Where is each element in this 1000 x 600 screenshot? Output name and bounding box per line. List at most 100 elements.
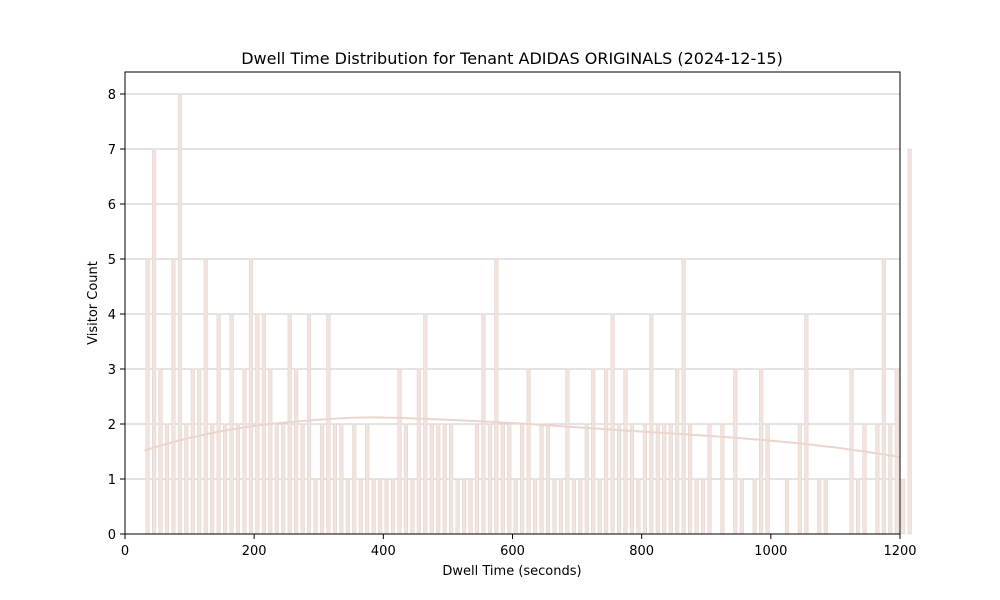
histogram-bar (720, 423, 725, 535)
histogram-bar (513, 478, 518, 535)
histogram-bar (784, 478, 790, 535)
histogram-bar (849, 368, 854, 535)
histogram-bar (894, 368, 899, 535)
histogram-bar (352, 423, 357, 535)
histogram-bar (642, 423, 647, 535)
histogram-bar (229, 313, 234, 535)
histogram-bar (907, 148, 912, 535)
histogram-bar (365, 423, 370, 535)
y-tick-label: 4 (108, 308, 116, 323)
histogram-bar (248, 258, 254, 535)
histogram-bar (164, 423, 170, 535)
histogram-bar (151, 148, 157, 535)
histogram-bar (436, 423, 441, 535)
y-tick-label: 5 (108, 253, 116, 268)
histogram-bar (507, 423, 512, 535)
y-axis-ticks: 0 1 2 3 4 5 6 7 8 (108, 88, 125, 543)
x-tick-label: 1000 (754, 544, 787, 559)
histogram-bar (210, 423, 215, 535)
histogram-bar (675, 368, 680, 535)
histogram-bar (442, 423, 447, 535)
histogram-bar (326, 313, 331, 535)
y-tick-label: 0 (108, 528, 116, 543)
histogram-bar (455, 478, 460, 535)
histogram-bar (319, 423, 325, 535)
histogram-bar (804, 313, 809, 535)
histogram-bar (416, 368, 421, 535)
histogram-bar (429, 423, 434, 535)
histogram-bar (294, 368, 299, 535)
histogram-bar (171, 258, 176, 535)
histogram-bar (688, 423, 693, 535)
histogram-bar (545, 423, 551, 535)
histogram-bar (190, 368, 195, 535)
histogram-bar (313, 478, 318, 535)
histogram-bar (759, 368, 764, 535)
histogram-bar (449, 423, 454, 535)
histogram-bar (552, 478, 557, 535)
histogram-bar (591, 368, 596, 535)
histogram-bar (823, 478, 828, 535)
histogram-bar (636, 478, 641, 535)
x-tick-label: 200 (242, 544, 267, 559)
histogram-bar (584, 423, 589, 535)
histogram-bar (539, 423, 544, 535)
histogram-bar (526, 368, 531, 535)
y-tick-label: 2 (108, 418, 116, 433)
histogram-bar (739, 478, 744, 535)
histogram-bar (390, 478, 396, 535)
histogram-bar (707, 423, 712, 535)
histogram-bar (332, 423, 337, 535)
y-tick-label: 6 (108, 198, 116, 213)
histogram-bar (468, 478, 473, 535)
histogram-bar (649, 313, 654, 535)
histogram-bar (855, 478, 861, 535)
histogram-bar (255, 313, 260, 535)
histogram-bar (423, 313, 428, 535)
histogram-bar (875, 423, 880, 535)
histogram-bar (752, 478, 757, 535)
x-tick-label: 1200 (883, 544, 916, 559)
histogram-bar (184, 423, 189, 535)
chart-title: Dwell Time Distribution for Tenant ADIDA… (241, 49, 783, 68)
histogram-bar (610, 313, 615, 535)
y-axis-label: Visitor Count (86, 261, 101, 345)
histogram-bar (242, 368, 247, 535)
histogram-bar (578, 478, 583, 535)
histogram-bar (358, 478, 363, 535)
histogram-bar (558, 478, 564, 535)
histogram-bar (300, 423, 305, 535)
histogram-bar (397, 368, 402, 535)
x-axis-ticks: 0 200 400 600 800 1000 1200 (121, 534, 917, 559)
histogram-bar (378, 478, 383, 535)
histogram-bar (306, 313, 312, 535)
histogram-bar (881, 258, 886, 535)
plot-frame (124, 71, 901, 535)
histogram-bar (384, 478, 389, 535)
histogram-bar (371, 478, 376, 535)
histogram-bar (403, 423, 409, 535)
y-tick-label: 7 (108, 143, 116, 158)
histogram-bar (216, 313, 221, 535)
histogram-bar (616, 423, 622, 535)
histogram-bar (597, 478, 602, 535)
histogram-bar (410, 478, 415, 535)
histogram-bar (281, 423, 286, 535)
histogram-bar (345, 478, 350, 535)
histogram-bar (287, 313, 292, 535)
histogram-bar (565, 368, 570, 535)
histogram-bar (901, 478, 906, 535)
histogram-bar (623, 368, 628, 535)
histogram-bar (500, 423, 505, 535)
y-tick-label: 1 (108, 473, 116, 488)
histogram-bar (145, 258, 150, 535)
histogram-bar (733, 368, 738, 535)
histogram-bar (494, 258, 499, 535)
histogram-bar (203, 258, 208, 535)
histogram-bar (694, 478, 699, 535)
histogram-bar (862, 423, 867, 535)
x-tick-label: 0 (121, 544, 129, 559)
histogram-bar (197, 368, 202, 535)
x-tick-label: 600 (500, 544, 525, 559)
histogram-bar (533, 478, 538, 535)
